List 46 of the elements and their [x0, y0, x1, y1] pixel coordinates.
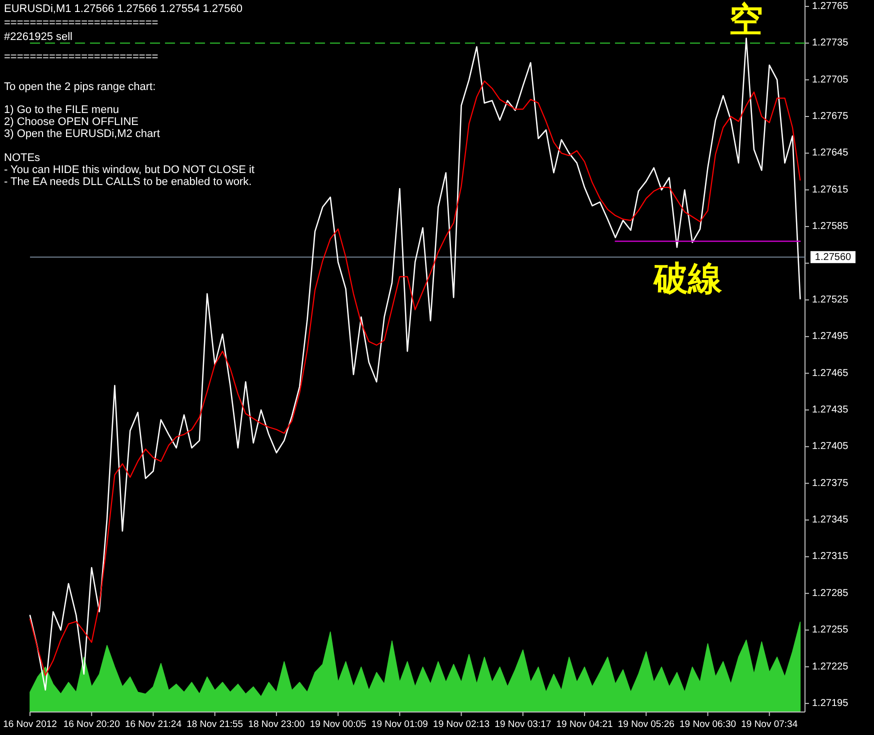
y-tick-label: 1.27195 — [812, 698, 849, 709]
y-tick-label: 1.27705 — [812, 74, 849, 86]
y-tick-label: 1.27645 — [812, 148, 849, 159]
chart-title: EURUSDi,M1 1.27566 1.27566 1.27554 1.27560 — [4, 3, 243, 15]
y-tick-label: 1.27465 — [812, 368, 849, 379]
y-tick-label: 1.27435 — [812, 404, 849, 416]
annotation: ======================== — [4, 17, 158, 29]
x-tick-label: 19 Nov 06:30 — [680, 719, 736, 730]
annotation: - The EA needs DLL CALLS to be enabled to work. — [4, 176, 252, 188]
x-tick-label: 18 Nov 21:55 — [186, 719, 244, 730]
x-tick-label: 19 Nov 05:26 — [618, 719, 674, 730]
y-tick-label: 1.27765 — [812, 0, 849, 12]
x-tick-label: 19 Nov 00:05 — [310, 719, 366, 730]
y-tick-label: 1.27615 — [812, 184, 849, 196]
y-tick-label: 1.27345 — [812, 514, 849, 526]
annotation: 1) Go to the FILE menu — [4, 104, 119, 116]
x-tick-label: 16 Nov 2012 — [3, 719, 57, 730]
x-tick-label: 19 Nov 04:21 — [556, 719, 613, 730]
annotation: NOTEs — [4, 152, 41, 164]
y-tick-label: 1.27285 — [812, 588, 849, 599]
y-tick-label: 1.27495 — [812, 331, 849, 342]
y-tick-label: 1.27255 — [812, 624, 849, 636]
y-tick-label: 1.27225 — [812, 661, 849, 672]
y-tick-label: 1.27675 — [812, 110, 849, 122]
annotation: - You can HIDE this window, but DO NOT CLOSE it — [4, 164, 254, 176]
annotation: 2) Choose OPEN OFFLINE — [4, 116, 138, 128]
annotation: ======================== — [4, 51, 158, 63]
x-tick-label: 19 Nov 07:34 — [741, 719, 798, 730]
x-tick-label: 19 Nov 03:17 — [494, 719, 552, 730]
annotation: To open the 2 pips range chart: — [4, 81, 156, 93]
x-tick-label: 16 Nov 21:24 — [124, 719, 182, 730]
x-tick-label: 16 Nov 20:20 — [63, 719, 120, 730]
y-tick-label: 1.27735 — [812, 38, 849, 49]
ref-line-label: 1.27560 — [814, 252, 852, 264]
annotation: 空 — [729, 1, 763, 39]
x-tick-label: 18 Nov 23:00 — [248, 719, 305, 730]
y-tick-label: 1.27315 — [812, 551, 849, 562]
y-tick-label: 1.27405 — [812, 441, 849, 452]
x-tick-label: 19 Nov 01:09 — [371, 719, 428, 730]
annotation: 3) Open the EURUSDi,M2 chart — [4, 128, 160, 140]
y-tick-label: 1.27585 — [812, 221, 849, 232]
x-tick-label: 19 Nov 02:13 — [433, 719, 490, 730]
y-tick-label: 1.27375 — [812, 478, 849, 489]
annotation: 破線 — [653, 260, 723, 298]
ref-line-label: #2261925 sell — [4, 31, 73, 44]
y-tick-label: 1.27525 — [812, 294, 849, 306]
